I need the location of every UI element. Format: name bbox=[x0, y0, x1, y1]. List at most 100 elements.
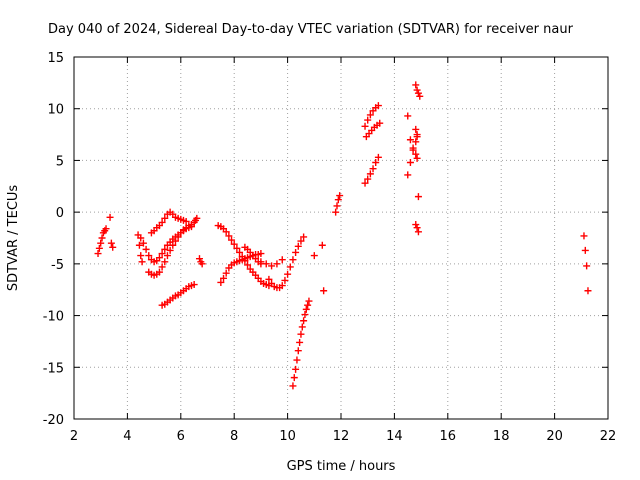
series-arc-n bbox=[289, 297, 313, 390]
data-point bbox=[412, 81, 420, 89]
x-axis-label: GPS time / hours bbox=[287, 459, 396, 474]
data-point bbox=[334, 196, 342, 204]
data-point bbox=[195, 255, 203, 263]
data-point bbox=[102, 225, 110, 233]
data-point bbox=[268, 262, 276, 270]
data-point bbox=[292, 365, 300, 373]
data-point bbox=[581, 246, 589, 254]
data-point bbox=[139, 239, 147, 247]
data-point bbox=[366, 170, 374, 178]
y-tick-label: -10 bbox=[43, 310, 64, 325]
data-point bbox=[273, 260, 281, 268]
data-point bbox=[158, 263, 166, 271]
data-point bbox=[296, 338, 304, 346]
data-point bbox=[265, 275, 273, 283]
data-point bbox=[305, 297, 313, 305]
data-point bbox=[404, 171, 412, 179]
data-point bbox=[584, 287, 592, 295]
data-point bbox=[583, 262, 591, 270]
data-point bbox=[413, 224, 421, 232]
data-point bbox=[236, 248, 244, 256]
data-point bbox=[161, 214, 169, 222]
data-point bbox=[225, 232, 233, 240]
data-point bbox=[193, 214, 201, 222]
data-point bbox=[289, 256, 297, 264]
x-tick-label: 10 bbox=[279, 429, 296, 444]
y-tick-label: 15 bbox=[47, 51, 64, 66]
data-point bbox=[294, 347, 302, 355]
x-tick-label: 4 bbox=[123, 429, 131, 444]
data-point bbox=[414, 193, 422, 201]
x-tick-label: 22 bbox=[600, 429, 617, 444]
data-point bbox=[406, 136, 414, 144]
data-point bbox=[310, 252, 318, 260]
data-point bbox=[161, 245, 169, 253]
series-arc-v bbox=[412, 81, 424, 100]
data-point bbox=[412, 138, 420, 146]
data-points bbox=[94, 81, 592, 390]
data-point bbox=[145, 252, 153, 260]
data-point bbox=[304, 301, 312, 309]
series-arc-s bbox=[361, 102, 382, 130]
data-point bbox=[409, 146, 417, 154]
x-tick-label: 18 bbox=[493, 429, 510, 444]
data-point bbox=[376, 119, 384, 127]
data-point bbox=[278, 256, 286, 264]
data-point bbox=[297, 237, 305, 245]
y-tick-label: -5 bbox=[51, 258, 64, 273]
y-axis-label: SDTVAR / TECUs bbox=[6, 185, 21, 292]
data-point bbox=[109, 243, 117, 251]
data-point bbox=[413, 154, 421, 162]
data-point bbox=[404, 112, 412, 120]
data-point bbox=[220, 274, 228, 282]
x-tick-label: 12 bbox=[333, 429, 350, 444]
data-point bbox=[138, 258, 146, 266]
data-point bbox=[286, 263, 294, 271]
data-point bbox=[300, 233, 308, 241]
y-tick-label: -15 bbox=[43, 361, 64, 376]
data-point bbox=[364, 116, 372, 124]
data-point bbox=[94, 250, 102, 258]
series-arc-m bbox=[265, 233, 308, 292]
data-point bbox=[332, 208, 340, 216]
data-point bbox=[98, 234, 106, 242]
data-point bbox=[298, 323, 306, 331]
data-point bbox=[155, 254, 163, 262]
series-arc-e bbox=[145, 221, 195, 279]
data-point bbox=[372, 158, 380, 166]
series-arc-p bbox=[332, 192, 344, 216]
data-point bbox=[155, 268, 163, 276]
data-point bbox=[106, 213, 114, 221]
data-point bbox=[158, 250, 166, 258]
data-point bbox=[300, 317, 308, 325]
data-point bbox=[278, 282, 286, 290]
data-point bbox=[158, 218, 166, 226]
axis-ticks: 2 4 6 8 10 12 14 16 18 20 22 -20 -15 -10 -5 0 5 10 15 bbox=[43, 51, 617, 444]
chart-title: Day 040 of 2024, Sidereal Day-to-day VTE… bbox=[48, 22, 574, 37]
data-point bbox=[135, 241, 143, 249]
data-point bbox=[284, 270, 292, 278]
series-arc-f bbox=[147, 208, 190, 237]
data-point bbox=[257, 250, 265, 258]
data-point bbox=[416, 92, 424, 100]
data-point bbox=[97, 239, 105, 247]
x-tick-label: 2 bbox=[70, 429, 78, 444]
data-point bbox=[233, 244, 241, 252]
data-point bbox=[413, 131, 421, 139]
data-point bbox=[364, 175, 372, 183]
data-point bbox=[174, 233, 182, 241]
series-arc-w bbox=[412, 125, 422, 201]
data-point bbox=[198, 260, 206, 268]
series-arc-b bbox=[106, 213, 117, 251]
data-point bbox=[292, 248, 300, 256]
y-tick-label: 0 bbox=[56, 206, 64, 221]
data-point bbox=[361, 179, 369, 187]
data-point bbox=[412, 150, 420, 158]
data-point bbox=[95, 244, 103, 252]
data-point bbox=[257, 258, 265, 266]
data-point bbox=[374, 153, 382, 161]
series-arc-h bbox=[190, 214, 206, 268]
data-point bbox=[414, 89, 422, 97]
data-point bbox=[190, 281, 198, 289]
data-point bbox=[244, 261, 252, 269]
